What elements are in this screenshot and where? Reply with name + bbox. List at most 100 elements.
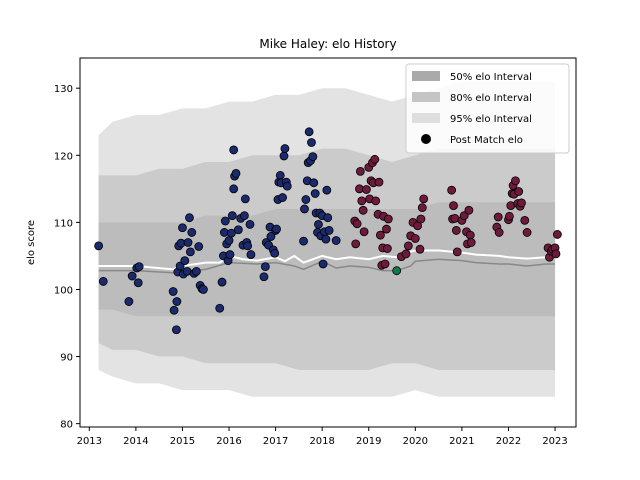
data-point xyxy=(359,227,369,237)
data-point xyxy=(358,205,368,215)
x-tick-label: 2015 xyxy=(170,436,195,447)
data-point xyxy=(514,187,524,196)
x-tick-label: 2021 xyxy=(449,436,474,447)
data-point xyxy=(124,297,134,306)
data-point xyxy=(304,127,314,137)
data-point xyxy=(309,178,319,188)
data-point xyxy=(493,212,503,222)
data-point xyxy=(231,168,241,178)
data-point xyxy=(180,256,190,266)
legend-swatch-80 xyxy=(412,92,440,102)
data-point xyxy=(314,219,323,229)
y-tick-label: 130 xyxy=(54,84,73,95)
data-point xyxy=(323,213,333,223)
x-tick-label: 2016 xyxy=(216,436,241,447)
data-point xyxy=(410,234,420,243)
legend-swatch-95 xyxy=(412,113,440,123)
data-point xyxy=(168,287,178,296)
data-point xyxy=(246,250,256,259)
data-point xyxy=(229,145,239,155)
data-point xyxy=(226,228,236,238)
x-tick-label: 2020 xyxy=(403,436,428,447)
y-tick-label: 100 xyxy=(54,285,73,296)
data-point xyxy=(307,138,316,147)
data-point xyxy=(355,166,365,176)
chart-title: Mike Haley: elo History xyxy=(259,37,396,51)
data-point xyxy=(240,194,250,204)
data-point xyxy=(172,325,181,335)
data-point xyxy=(464,205,474,215)
data-point xyxy=(362,185,371,194)
data-point xyxy=(301,195,311,204)
data-point xyxy=(280,144,290,153)
x-tick-label: 2014 xyxy=(123,436,148,447)
data-point xyxy=(229,184,239,194)
y-axis-ticks: 80 90 100 110 120 130 xyxy=(54,84,80,431)
data-point xyxy=(245,219,255,229)
data-point xyxy=(310,189,320,198)
data-point xyxy=(98,277,108,286)
data-point xyxy=(227,211,237,221)
data-point xyxy=(259,272,269,282)
data-point xyxy=(134,262,144,272)
legend-label-post-match: Post Match elo xyxy=(450,135,523,146)
data-point xyxy=(382,224,391,234)
legend-marker-post-match xyxy=(421,134,431,144)
data-point xyxy=(278,193,287,202)
data-point xyxy=(511,176,520,186)
plot-frame xyxy=(79,57,577,428)
y-tick-label: 110 xyxy=(54,218,73,229)
data-point xyxy=(270,248,280,258)
data-point xyxy=(466,238,476,247)
data-point xyxy=(275,171,285,180)
data-point xyxy=(382,244,392,253)
data-point xyxy=(217,277,227,287)
data-point xyxy=(240,211,249,221)
data-point xyxy=(127,271,137,281)
data-point xyxy=(215,303,225,313)
data-point xyxy=(417,203,427,213)
data-point xyxy=(185,213,194,223)
data-point xyxy=(419,194,429,204)
data-point xyxy=(260,262,270,272)
data-point xyxy=(178,223,187,233)
data-point xyxy=(192,266,201,276)
data-point xyxy=(225,250,235,259)
data-point xyxy=(133,278,143,288)
data-point xyxy=(520,215,530,225)
data-point xyxy=(517,198,526,208)
data-point xyxy=(299,236,308,246)
data-point xyxy=(403,241,413,251)
data-point xyxy=(371,196,381,206)
legend-label-80: 80% elo Interval xyxy=(450,93,532,104)
data-point xyxy=(380,259,390,269)
data-point xyxy=(308,152,318,162)
post-match-points xyxy=(94,127,562,335)
data-point xyxy=(451,226,461,235)
data-point xyxy=(220,216,230,226)
data-point xyxy=(374,177,384,187)
mean-line xyxy=(98,249,556,271)
data-point xyxy=(552,230,562,239)
band-50 xyxy=(98,202,556,317)
data-point xyxy=(416,214,426,224)
data-point xyxy=(447,185,457,195)
x-tick-label: 2017 xyxy=(263,436,288,447)
data-point xyxy=(522,228,532,237)
data-point xyxy=(194,242,204,251)
legend-label-95: 95% elo Interval xyxy=(450,114,532,125)
y-axis-title: elo score xyxy=(26,220,37,265)
legend-box xyxy=(405,63,570,154)
data-point xyxy=(272,224,281,234)
data-point xyxy=(551,249,561,259)
x-axis-ticks: 2013 2014 2015 2016 2017 2018 2019 2020 2021 2022… xyxy=(77,427,568,447)
data-point xyxy=(185,247,195,257)
data-point xyxy=(183,238,193,247)
data-point xyxy=(415,244,425,254)
x-tick-label: 2023 xyxy=(542,436,567,447)
data-point xyxy=(300,204,309,214)
data-point xyxy=(224,236,234,245)
data-point xyxy=(282,181,292,191)
x-tick-label: 2013 xyxy=(77,436,102,447)
